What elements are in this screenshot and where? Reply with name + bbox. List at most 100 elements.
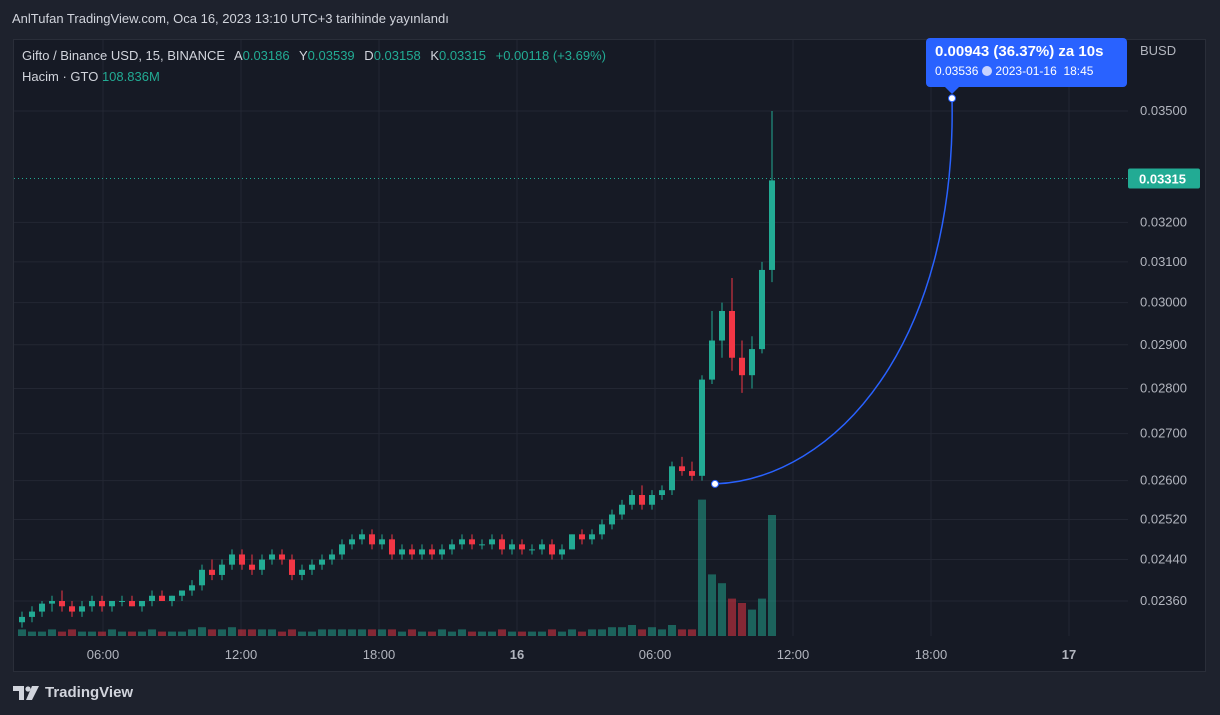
volume-bar: [598, 629, 606, 636]
candle-body: [389, 539, 395, 555]
candle-body: [129, 601, 135, 607]
candle-body: [489, 539, 495, 545]
candle-body: [709, 340, 715, 380]
volume-bar: [398, 631, 406, 636]
volume-bar: [648, 627, 656, 636]
candle-body: [719, 310, 725, 341]
candle-body: [369, 534, 375, 545]
volume-bar: [228, 627, 236, 636]
candle-body: [249, 564, 255, 570]
candle-body: [269, 554, 275, 560]
legend-close-label: K: [430, 48, 439, 63]
candles: [19, 111, 775, 628]
volume-bar: [208, 629, 216, 636]
volume-bar: [588, 629, 596, 636]
volume-bar: [568, 629, 576, 636]
volume-bar: [418, 631, 426, 636]
candle-body: [729, 310, 735, 358]
candle-body: [639, 495, 645, 505]
volume-bar: [358, 629, 366, 636]
volume-bar: [518, 631, 526, 636]
price-tick-label: 0.02800: [1140, 380, 1187, 395]
price-tick-label: 0.03500: [1140, 103, 1187, 118]
callout-pointer: [945, 87, 959, 94]
volume-bar: [98, 631, 106, 636]
legend-volume-value: 108.836M: [101, 69, 160, 84]
candle-body: [529, 549, 535, 551]
time-tick-label: 17: [1062, 647, 1076, 662]
candle-body: [319, 559, 325, 565]
projection-callout[interactable]: 0.00943 (36.37%) za 10s 0.03536 2023-01-…: [926, 38, 1127, 87]
candle-body: [109, 601, 115, 607]
candle-body: [349, 539, 355, 545]
candle-body: [549, 544, 555, 555]
volume-bar: [128, 631, 136, 636]
volume-bar: [468, 631, 476, 636]
volume-bar: [548, 629, 556, 636]
legend-low-label: D: [364, 48, 374, 63]
legend-volume-label[interactable]: Hacim · GTO: [22, 69, 99, 84]
candle-body: [229, 554, 235, 565]
candle-body: [99, 601, 105, 607]
candle-body: [279, 554, 285, 560]
candle-body: [119, 601, 125, 602]
candle-body: [479, 544, 485, 546]
volume-bar: [708, 574, 716, 636]
candle-body: [289, 559, 295, 575]
volume-bar: [108, 629, 116, 636]
candle-body: [519, 544, 525, 550]
price-tick-label: 0.02360: [1140, 593, 1187, 608]
candle-body: [689, 471, 695, 476]
volume-bar: [658, 629, 666, 636]
price-tick-label: 0.03200: [1140, 214, 1187, 229]
currency-label: BUSD: [1140, 43, 1176, 58]
volume-bar: [278, 631, 286, 636]
volume-bar: [448, 631, 456, 636]
price-tick-label: 0.02600: [1140, 473, 1187, 488]
volume-bar: [28, 631, 36, 636]
volume-bar: [258, 629, 266, 636]
projection-curve: [711, 94, 956, 488]
volume-bar: [498, 629, 506, 636]
volume-bar: [118, 631, 126, 636]
last-price-tag: [1128, 168, 1200, 189]
candle-body: [679, 466, 685, 472]
price-tick-label: 0.02700: [1140, 426, 1187, 441]
candle-body: [609, 514, 615, 525]
volume-bar: [298, 631, 306, 636]
volume-bar: [38, 631, 46, 636]
volume-bar: [328, 629, 336, 636]
tradingview-logo[interactable]: TradingView: [13, 684, 133, 701]
candle-body: [399, 549, 405, 555]
candle-body: [769, 180, 775, 270]
price-tick-label: 0.02900: [1140, 337, 1187, 352]
candle-body: [409, 549, 415, 555]
price-tick-label: 0.03000: [1140, 295, 1187, 310]
candle-body: [309, 564, 315, 570]
time-tick-label: 12:00: [777, 647, 810, 662]
volume-bar: [768, 515, 776, 636]
candle-body: [509, 544, 515, 550]
candle-body: [89, 601, 95, 607]
candle-body: [79, 606, 85, 612]
volume-bar: [368, 629, 376, 636]
candle-body: [359, 534, 365, 540]
volume-bar: [628, 625, 636, 636]
time-tick-label: 06:00: [87, 647, 120, 662]
volume-bar: [698, 499, 706, 636]
last-price-label: 0.03315: [1139, 172, 1186, 187]
volume-bar: [338, 629, 346, 636]
volume-bar: [388, 629, 396, 636]
time-tick-label: 06:00: [639, 647, 672, 662]
candle-body: [29, 611, 35, 617]
volume-bar: [78, 631, 86, 636]
volume-bar: [458, 629, 466, 636]
volume-bar: [158, 631, 166, 636]
volume-bar: [738, 603, 746, 636]
candle-body: [559, 549, 565, 555]
candle-body: [419, 549, 425, 555]
price-axis: 0.02360 0.02440 0.02520 0.02600 0.02700 0.028…: [14, 43, 1200, 608]
volume-bar: [18, 629, 26, 636]
legend-symbol[interactable]: Gifto / Binance USD, 15, BINANCE: [22, 48, 226, 63]
